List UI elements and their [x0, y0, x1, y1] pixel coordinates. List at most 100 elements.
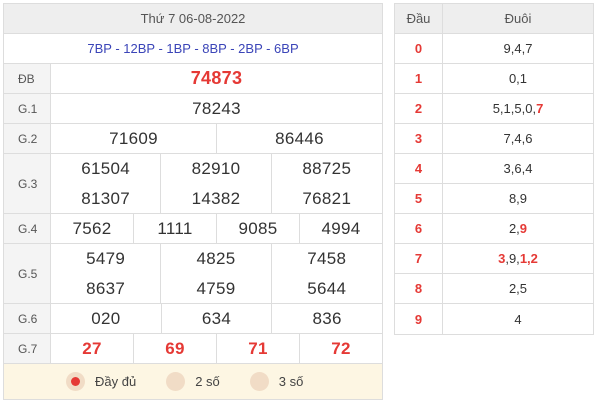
duoi-text: 0,1 [508, 71, 528, 86]
loto-duoi: 4 [443, 304, 593, 334]
loto-row: 0 9,4,7 [395, 34, 593, 64]
prize-value: 1111 [134, 214, 217, 243]
prize-value: 14382 [161, 184, 272, 214]
loto-duoi: 5,1,5,0, 7 [443, 94, 593, 123]
prize-value: 27 [51, 334, 134, 363]
prize-value: 836 [312, 308, 342, 328]
prize-value: 4994 [321, 218, 361, 238]
prize-row-g6: G.6 020 634 836 [4, 304, 382, 334]
duoi-text: 7,4,6 [503, 131, 533, 146]
prize-value: 9085 [217, 214, 300, 243]
loto-duoi: 2, 9 [443, 214, 593, 243]
prize-value: 72 [331, 338, 351, 358]
loto-row: 8 2,5 [395, 274, 593, 304]
option-2-digits[interactable]: 2 số [166, 372, 220, 391]
prize-row-g5: G.5 5479 4825 7458 8637 4759 5644 [4, 244, 382, 304]
duoi-text: ,9, [505, 251, 520, 266]
loto-duoi: 7,4,6 [443, 124, 593, 153]
loto-row: 1 0,1 [395, 64, 593, 94]
special-prize-value: 74873 [190, 68, 243, 88]
duoi-highlight: 1,2 [519, 251, 538, 266]
prize-value: 7562 [51, 214, 134, 243]
prize-value: 61504 [51, 154, 162, 184]
prize-value: 4825 [161, 244, 272, 274]
prize-value: 76821 [302, 189, 352, 208]
loto-table: Đầu Đuôi 0 9,4,7 1 0,1 2 5,1,5,0, 7 3 7,4… [394, 3, 594, 335]
prize-value: 88725 [302, 159, 352, 178]
loto-dau: 8 [395, 274, 443, 303]
prize-value: 69 [134, 334, 217, 363]
loto-dau: 5 [395, 184, 443, 213]
duoi-text: 2, [508, 221, 520, 236]
duoi-text: 9,4,7 [503, 41, 533, 56]
loto-row: 9 4 [395, 304, 593, 334]
prize-value: 8637 [51, 274, 162, 304]
prize-value: 81307 [51, 184, 162, 214]
loto-row: 6 2, 9 [395, 214, 593, 244]
loto-duoi: 8,9 [443, 184, 593, 213]
loto-dau: 9 [395, 304, 443, 334]
option-label: Đầy đủ [95, 374, 137, 389]
duoi-highlight: 7 [536, 101, 544, 116]
loto-row: 2 5,1,5,0, 7 [395, 94, 593, 124]
loto-dau: 0 [395, 34, 443, 63]
loto-dau: 1 [395, 64, 443, 93]
prize-value: 5479 [51, 244, 162, 274]
prize-label: G.7 [4, 334, 51, 363]
duoi-text: 2,5 [508, 281, 528, 296]
prize-codes: 7BP - 12BP - 1BP - 8BP - 2BP - 6BP [4, 34, 382, 64]
duoi-text: 3,6,4 [503, 161, 533, 176]
prize-value: 020 [51, 304, 162, 333]
option-full[interactable]: Đầy đủ [66, 372, 136, 391]
duoi-highlight: 3 [498, 251, 506, 266]
prize-row-g3: G.3 61504 82910 88725 81307 14382 76821 [4, 154, 382, 214]
loto-dau: 6 [395, 214, 443, 243]
prize-value: 71609 [51, 124, 217, 153]
prize-value: 86446 [275, 128, 324, 148]
prize-label: ĐB [4, 64, 51, 93]
loto-dau: 3 [395, 124, 443, 153]
prize-label: G.4 [4, 214, 51, 243]
header-dau: Đầu [395, 4, 443, 33]
loto-row: 7 3,9, 1,2 [395, 244, 593, 274]
display-options: Đầy đủ 2 số 3 số [4, 364, 382, 399]
loto-duoi: 2,5 [443, 274, 593, 303]
radio-icon[interactable] [166, 372, 186, 391]
loto-row: 5 8,9 [395, 184, 593, 214]
loto-duoi: 0,1 [443, 64, 593, 93]
loto-header: Đầu Đuôi [395, 4, 593, 34]
prize-row-g4: G.4 7562 1111 9085 4994 [4, 214, 382, 244]
prize-label: G.1 [4, 94, 51, 123]
loto-duoi: 9,4,7 [443, 34, 593, 63]
option-label: 2 số [195, 374, 220, 389]
loto-duoi: 3,9, 1,2 [443, 244, 593, 273]
draw-date: Thứ 7 06-08-2022 [4, 4, 382, 34]
prize-value: 4759 [161, 274, 272, 304]
loto-row: 4 3,6,4 [395, 154, 593, 184]
prize-label: G.5 [4, 244, 51, 303]
prize-row-g7: G.7 27 69 71 72 [4, 334, 382, 364]
prize-row-g1: G.1 78243 [4, 94, 382, 124]
prize-value: 7458 [307, 249, 347, 268]
option-label: 3 số [278, 374, 304, 389]
loto-dau: 2 [395, 94, 443, 123]
prize-value: 82910 [161, 154, 272, 184]
prize-row-db: ĐB 74873 [4, 64, 382, 94]
results-table: Thứ 7 06-08-2022 7BP - 12BP - 1BP - 8BP … [3, 3, 383, 400]
prize-value: 5644 [307, 279, 347, 298]
radio-selected-icon[interactable] [66, 372, 85, 391]
header-duoi: Đuôi [504, 11, 532, 26]
prize-row-g2: G.2 71609 86446 [4, 124, 382, 154]
prize-value: 71 [217, 334, 300, 363]
loto-row: 3 7,4,6 [395, 124, 593, 154]
loto-dau: 4 [395, 154, 443, 183]
loto-duoi: 3,6,4 [443, 154, 593, 183]
radio-icon[interactable] [249, 372, 269, 391]
prize-label: G.6 [4, 304, 51, 333]
loto-dau: 7 [395, 244, 443, 273]
duoi-highlight: 9 [519, 221, 528, 236]
duoi-text: 5,1,5,0, [492, 101, 537, 116]
duoi-text: 4 [514, 311, 522, 327]
option-3-digits[interactable]: 3 số [249, 372, 304, 391]
prize-value: 78243 [192, 98, 241, 118]
